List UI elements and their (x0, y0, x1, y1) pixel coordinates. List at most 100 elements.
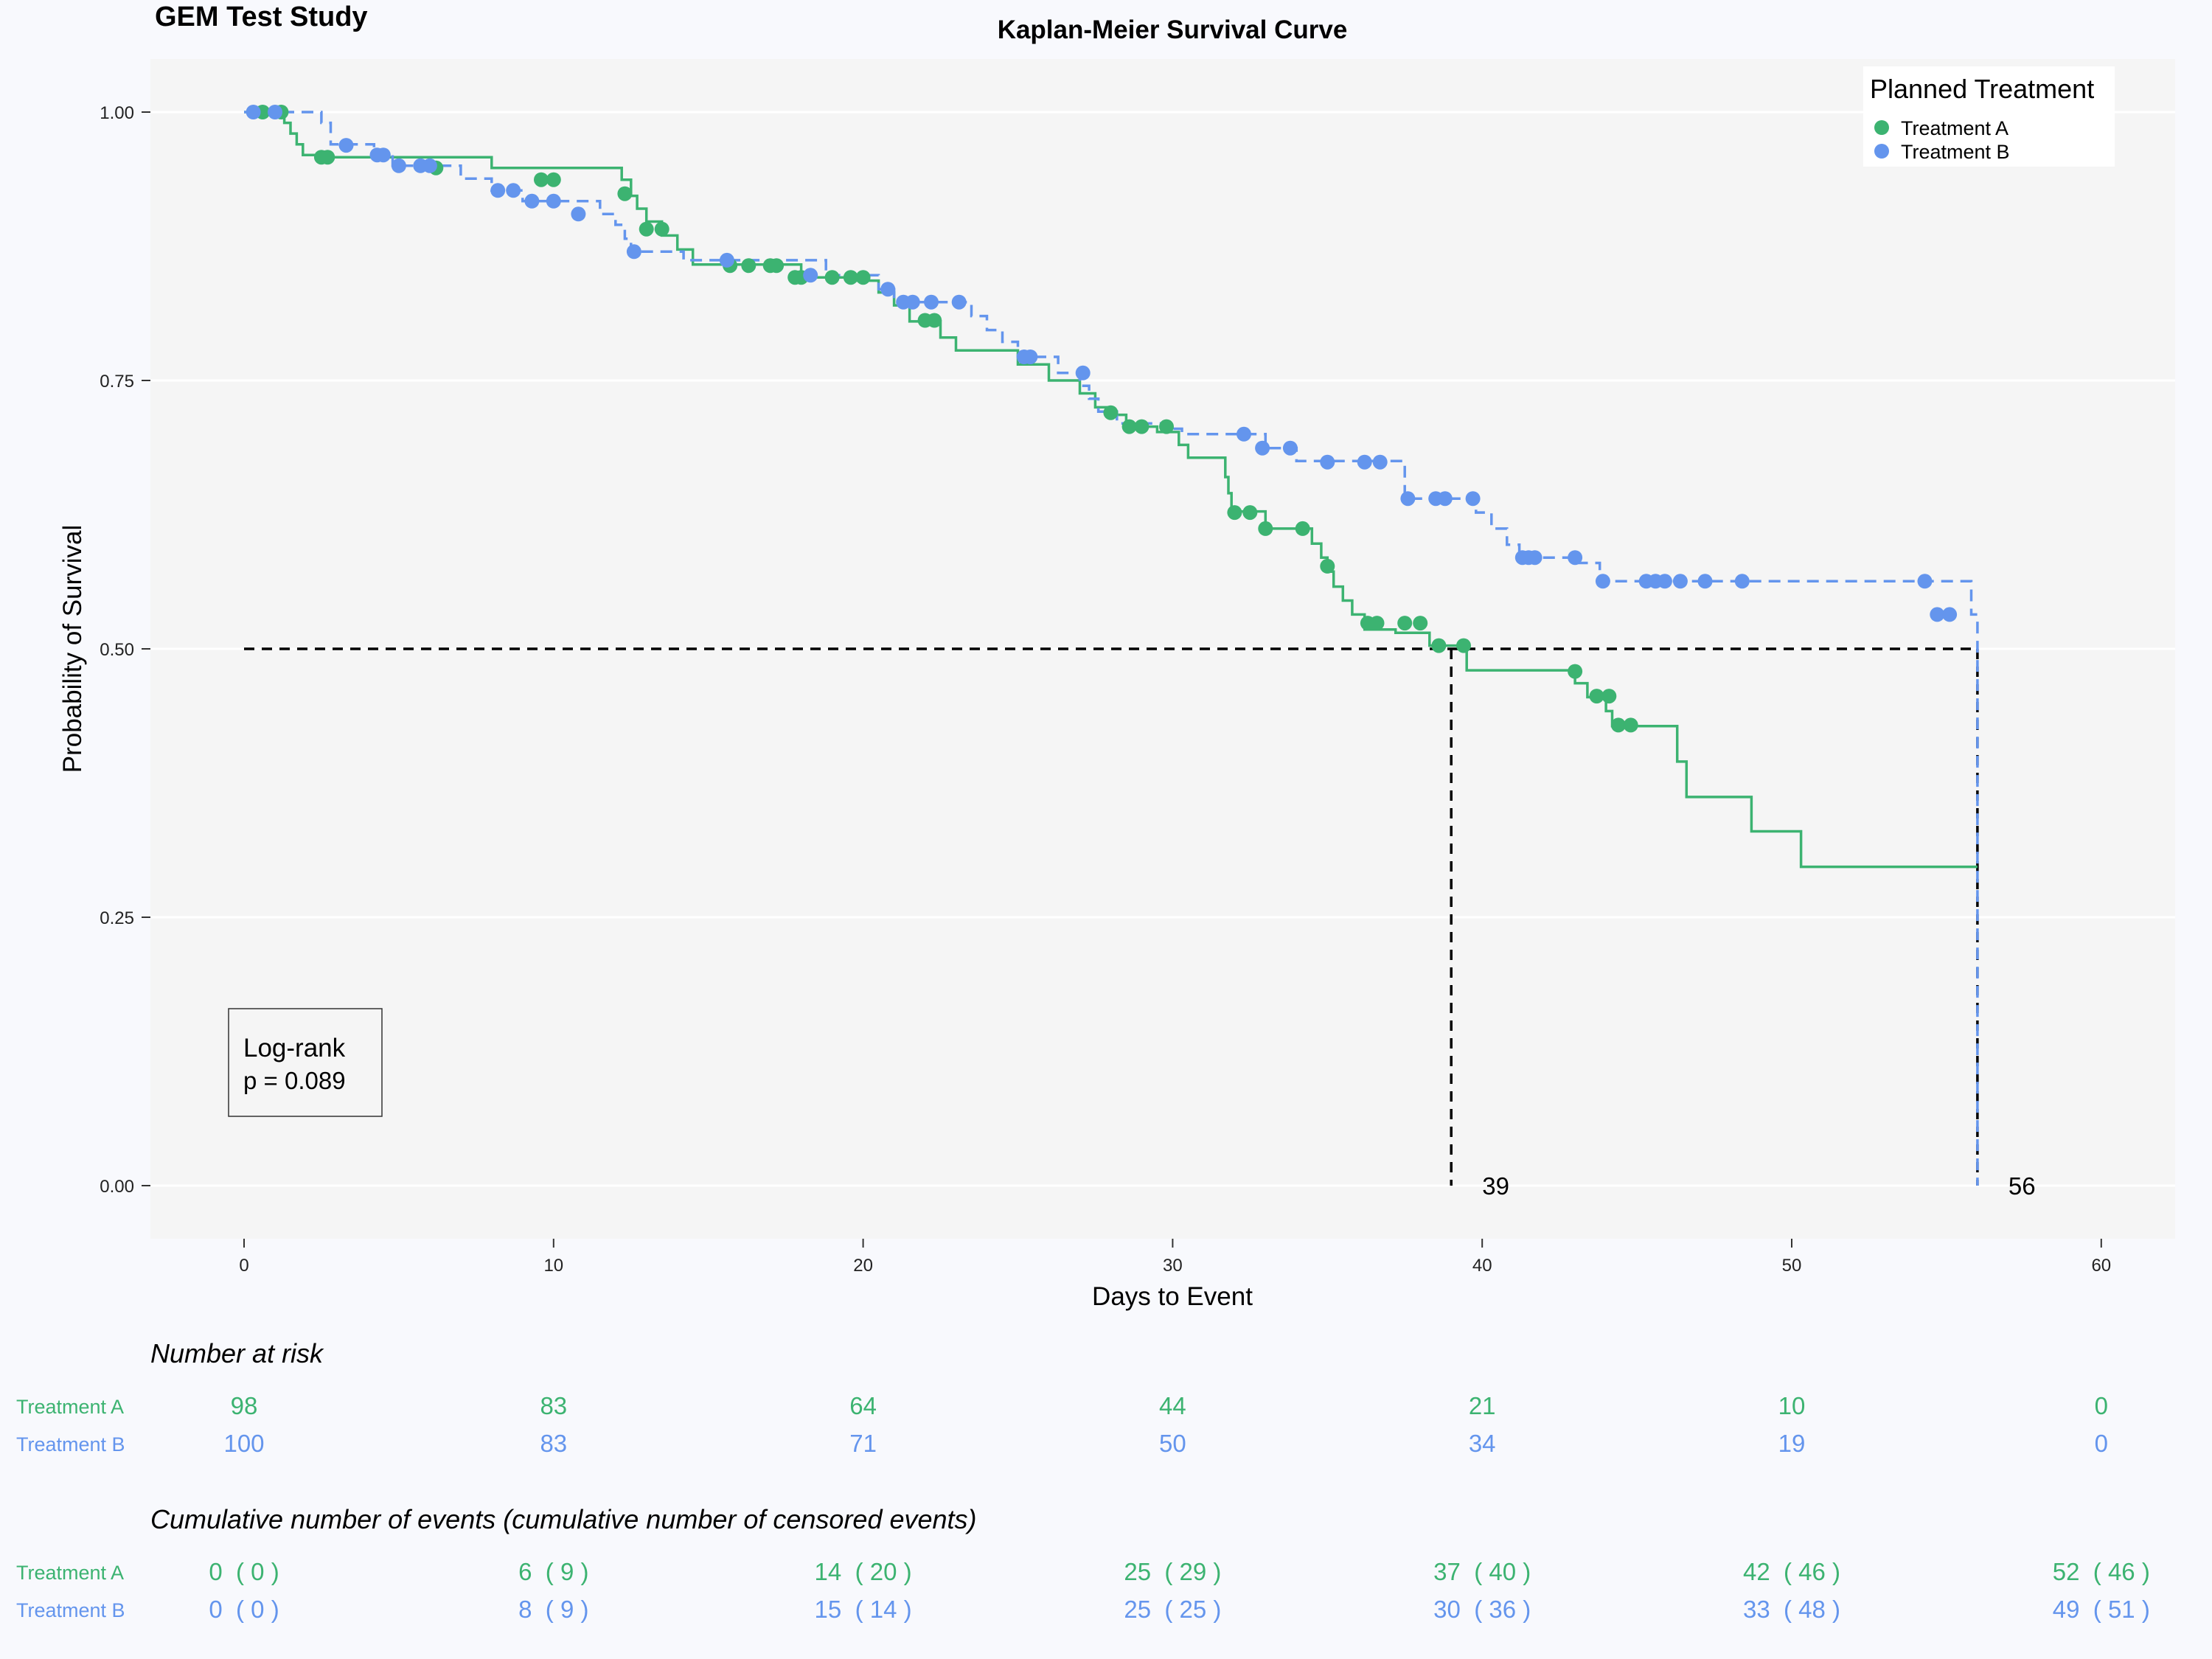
risk-table-cell: 0 (2094, 1430, 2108, 1457)
censor-point-treatment-b (546, 193, 561, 209)
censor-point-treatment-a (1320, 558, 1335, 574)
censor-point-treatment-a (1431, 638, 1447, 653)
censor-point-treatment-a (1242, 505, 1258, 521)
censor-point-treatment-a (1134, 419, 1150, 434)
censor-point-treatment-b (1734, 574, 1750, 589)
censor-point-treatment-b (338, 138, 354, 153)
x-tick-label: 20 (853, 1256, 873, 1276)
censor-point-treatment-b (1672, 574, 1688, 589)
events-table-cell: 15 ( 14 ) (814, 1596, 912, 1623)
censor-point-treatment-b (1568, 550, 1583, 566)
y-axis-label: Probability of Survival (58, 525, 87, 773)
events-row-label-b: Treatment B (16, 1599, 125, 1621)
logrank-box (228, 1008, 383, 1117)
censor-point-treatment-b (1320, 454, 1335, 470)
censor-point-treatment-b (1917, 574, 1933, 589)
censor-point-treatment-a (1227, 505, 1242, 521)
censor-point-treatment-b (506, 183, 521, 198)
events-table-title: Cumulative number of events (cumulative … (150, 1504, 977, 1534)
censor-point-treatment-a (1159, 419, 1174, 434)
x-axis-label: Days to Event (1092, 1282, 1253, 1311)
risk-row-label-a: Treatment A (16, 1396, 125, 1418)
y-axis-ticks: 0.00 0.25 0.50 0.75 1.00 (100, 103, 150, 1197)
censor-point-treatment-a (824, 270, 840, 285)
censor-point-treatment-a (1601, 689, 1617, 704)
censor-point-treatment-b (1255, 440, 1270, 456)
risk-row-label-b: Treatment B (16, 1433, 125, 1455)
y-tick-label: 1.00 (100, 103, 134, 123)
study-title: GEM Test Study (155, 1, 368, 32)
censor-point-treatment-a (654, 221, 669, 237)
censor-point-treatment-b (1697, 574, 1713, 589)
censor-point-treatment-a (1369, 616, 1385, 631)
censor-point-treatment-b (1023, 349, 1038, 364)
censor-point-treatment-a (546, 172, 561, 187)
censor-point-treatment-b (1527, 550, 1543, 566)
censor-point-treatment-b (1372, 454, 1388, 470)
risk-table-cell: 19 (1778, 1430, 1806, 1457)
events-table-cell: 25 ( 25 ) (1124, 1596, 1222, 1623)
censor-point-treatment-b (490, 183, 506, 198)
censor-point-treatment-b (1237, 426, 1251, 442)
x-tick-label: 0 (239, 1256, 248, 1276)
events-table-cell: 0 ( 0 ) (209, 1596, 279, 1623)
legend-key-treatment-b (1874, 144, 1889, 159)
events-table-cell: 6 ( 9 ) (518, 1558, 589, 1585)
y-tick-label: 0.00 (100, 1177, 134, 1197)
events-table-cell: 30 ( 36 ) (1433, 1596, 1531, 1623)
events-table-cell: 8 ( 9 ) (518, 1596, 589, 1623)
censor-point-treatment-b (626, 244, 641, 260)
x-tick-label: 30 (1163, 1256, 1183, 1276)
legend-label-treatment-a: Treatment A (1901, 117, 2008, 139)
censor-point-treatment-a (1295, 521, 1310, 536)
censor-point-treatment-a (1121, 419, 1137, 434)
events-table-cell: 52 ( 46 ) (2052, 1558, 2150, 1585)
risk-table-cell: 98 (230, 1392, 258, 1419)
censor-point-treatment-b (951, 294, 967, 310)
censor-point-treatment-a (1397, 616, 1413, 631)
risk-table-cell: 100 (223, 1430, 265, 1457)
censor-point-treatment-b (246, 105, 261, 119)
median-time-label: 39 (1482, 1172, 1509, 1200)
censor-point-treatment-b (268, 105, 282, 119)
events-row-label-a: Treatment A (16, 1562, 125, 1584)
censor-point-treatment-b (1437, 491, 1453, 507)
y-tick-label: 0.25 (100, 908, 134, 928)
legend-box (1863, 66, 2115, 167)
censor-point-treatment-b (924, 294, 939, 310)
x-axis-ticks: 0 10 20 30 40 50 60 (239, 1239, 2111, 1276)
events-table-cell: 42 ( 46 ) (1742, 1558, 1841, 1585)
censor-point-treatment-a (843, 270, 858, 285)
censor-point-treatment-b (719, 252, 734, 268)
censor-point-treatment-a (1258, 521, 1273, 536)
censor-point-treatment-b (1595, 574, 1610, 589)
censor-point-treatment-a (320, 150, 335, 165)
risk-table-cell: 10 (1778, 1392, 1806, 1419)
censor-point-treatment-b (1357, 454, 1372, 470)
censor-point-treatment-a (1413, 616, 1428, 631)
events-table-cell: 25 ( 29 ) (1124, 1558, 1222, 1585)
km-survival-chart: 0.000.250.500.751.00 0 10 20 30 40 50 60 39 56 … (58, 15, 2115, 1311)
censor-point-treatment-b (803, 268, 818, 283)
events-table-cell: 0 ( 0 ) (209, 1558, 279, 1585)
median-time-label: 56 (2008, 1172, 2036, 1200)
y-tick-label: 0.75 (100, 372, 134, 392)
x-tick-label: 10 (543, 1256, 563, 1276)
censor-point-treatment-b (422, 158, 437, 173)
censor-point-treatment-b (375, 147, 391, 163)
censor-point-treatment-b (880, 282, 896, 297)
risk-table-cell: 34 (1468, 1430, 1496, 1457)
logrank-title: Log-rank (243, 1034, 346, 1062)
censor-point-treatment-b (905, 294, 920, 310)
censor-point-treatment-a (1103, 405, 1119, 420)
censor-point-treatment-b (1465, 491, 1481, 507)
censor-point-treatment-a (1589, 689, 1604, 704)
censor-point-treatment-a (639, 221, 654, 237)
censor-point-treatment-b (571, 206, 586, 222)
risk-table-cell: 83 (540, 1392, 568, 1419)
chart-title: Kaplan-Meier Survival Curve (998, 15, 1348, 44)
x-tick-label: 40 (1472, 1256, 1492, 1276)
censor-point-treatment-a (617, 186, 633, 201)
censor-point-treatment-b (1282, 440, 1298, 456)
censor-point-treatment-b (1657, 574, 1672, 589)
